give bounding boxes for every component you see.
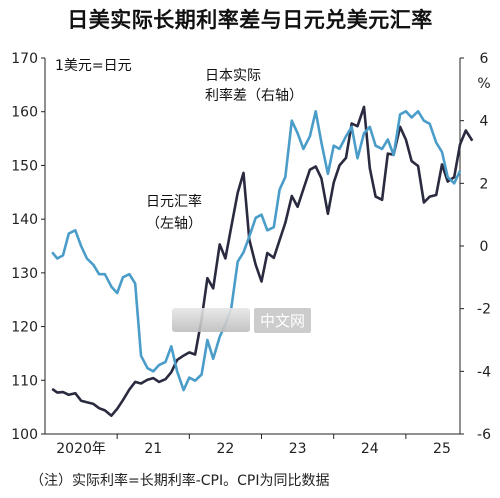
series-line-yen [51, 105, 474, 417]
chart-series [51, 105, 474, 417]
x-tick-label: 24 [361, 441, 379, 457]
x-tick-label: 22 [217, 441, 235, 457]
left-tick-label: 140 [11, 212, 38, 228]
left-tick-label: 100 [11, 427, 38, 443]
right-tick-label: -4 [477, 364, 491, 380]
right-unit-label: % [477, 76, 490, 92]
chart-footnote: （注）实际利率=长期利率-CPI。CPI为同比数据 [30, 473, 330, 489]
watermark-logo [172, 308, 250, 332]
series-line-rate_diff [51, 110, 462, 392]
left-tick-label: 110 [11, 373, 38, 389]
annotation-yen-line: （左轴） [146, 216, 202, 232]
right-tick-label: -2 [477, 302, 491, 318]
x-tick-label: 21 [144, 441, 162, 457]
annotation-rate_diff-line: 利率差（右轴） [205, 87, 303, 104]
left-tick-label: 130 [11, 266, 38, 282]
watermark: 中文网 [172, 305, 332, 335]
left-tick-label: 160 [11, 105, 38, 121]
right-tick-label: 0 [480, 239, 489, 255]
x-tick-label: 2020年 [56, 441, 106, 457]
left-tick-label: 120 [11, 320, 38, 336]
x-tick-label: 23 [289, 441, 307, 457]
page-title: 日美实际长期利率差与日元兑美元汇率 [67, 8, 433, 32]
left-unit-label: 1美元=日元 [55, 58, 132, 74]
left-tick-label: 170 [11, 51, 38, 67]
annotation-rate_diff-line: 日本实际 [205, 68, 261, 84]
right-tick-label: -6 [477, 427, 491, 443]
annotation-yen-line: 日元汇率 [146, 193, 202, 210]
left-tick-label: 150 [11, 158, 38, 174]
watermark-text: 中文网 [254, 307, 312, 333]
right-tick-label: 2 [480, 176, 489, 192]
right-tick-label: 6 [480, 51, 489, 67]
x-tick-label: 25 [433, 441, 451, 457]
right-tick-label: 4 [480, 114, 489, 130]
